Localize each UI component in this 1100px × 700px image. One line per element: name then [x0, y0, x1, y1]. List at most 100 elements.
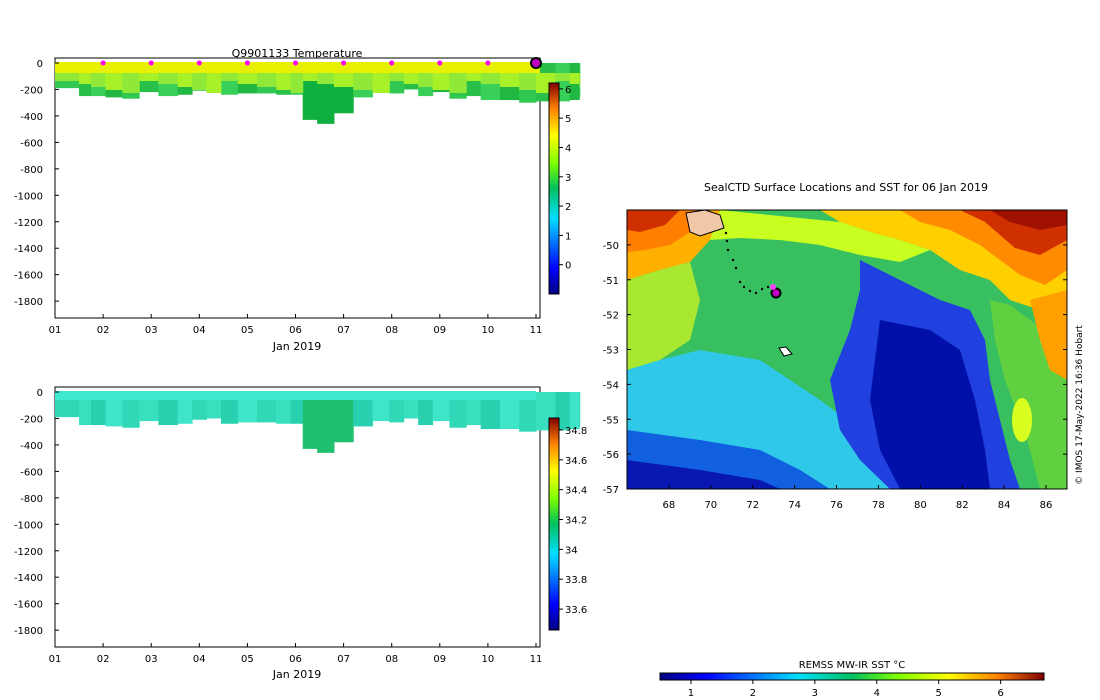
temperature-colorbar-tick-label: 6	[565, 85, 571, 96]
salinity-profile-column	[91, 392, 107, 426]
temperature-y-tick-label: 0	[37, 59, 43, 70]
sst-colorbar-tick-label: 1	[688, 688, 694, 699]
temperature-profile-upper-layer	[372, 73, 390, 93]
temperature-x-tick-label: 04	[193, 325, 206, 336]
surface-location-marker	[196, 60, 202, 66]
salinity-y-tick-label: 0	[37, 388, 43, 399]
salinity-x-tick-label: 09	[433, 654, 446, 665]
salinity-colorbar-tick-label: 34.8	[565, 426, 587, 437]
salinity-profile-column	[122, 392, 140, 428]
salinity-profile-column	[519, 392, 537, 432]
salinity-profile-column	[499, 392, 520, 430]
sst-map-x-tick-label: 68	[663, 500, 676, 511]
temperature-profile-upper-layer	[480, 73, 501, 84]
temperature-y-tick-label: -1800	[14, 297, 43, 308]
temperature-profile-upper-layer	[192, 73, 208, 90]
salinity-profile-column	[302, 392, 318, 449]
salinity-colorbar-tick-label: 34.4	[565, 486, 587, 497]
salinity-y-tick-label: -1400	[14, 573, 43, 584]
salinity-colorbar: 34.8 34.6 34.4 34.2 34 33.8 33.6	[548, 417, 587, 631]
salinity-x-axis: 01 02 03 04 05 06 07 08 09 10 11	[49, 643, 542, 665]
salinity-profile-column	[158, 392, 179, 426]
temperature-y-tick-label: -1200	[14, 218, 43, 229]
salinity-plot-area	[54, 386, 541, 648]
salinity-profile-column	[333, 392, 354, 443]
sst-map-y-tick-label: -50	[603, 241, 619, 252]
temperature-y-tick-label: -1000	[14, 191, 43, 202]
sst-map-x-tick-label: 78	[872, 500, 885, 511]
temperature-profile-upper-layer	[432, 73, 450, 90]
salinity-colorbar-tick-label: 34.2	[565, 516, 587, 527]
salinity-x-tick-label: 08	[385, 654, 398, 665]
sst-map-x-axis: 68 70 72 74 76 78 80 82 84 86	[663, 485, 1053, 511]
salinity-y-tick-label: -1600	[14, 600, 43, 611]
salinity-surface-band	[55, 391, 536, 400]
salinity-x-tick-label: 02	[97, 654, 110, 665]
temperature-colorbar-tick-label: 2	[565, 202, 571, 213]
sst-field	[627, 210, 1067, 489]
temperature-plot-area	[54, 57, 541, 319]
surface-location-marker	[389, 60, 395, 66]
sst-colorbar-tick-label: 6	[997, 688, 1003, 699]
salinity-colorbar-tick-label: 33.6	[565, 605, 587, 616]
salinity-profile-column	[579, 392, 581, 427]
temperature-x-tick-label: 01	[49, 325, 62, 336]
surface-location-marker	[293, 60, 298, 66]
sst-map-y-tick-label: -51	[603, 276, 619, 287]
temperature-profile-upper-layer	[177, 73, 193, 87]
salinity-x-tick-label: 10	[482, 654, 495, 665]
latest-profile-marker	[530, 57, 542, 69]
temperature-x-axis: 01 02 03 04 05 06 07 08 09 10 11	[49, 314, 542, 336]
temperature-profile-upper-layer	[449, 73, 467, 93]
surface-location-marker	[437, 60, 443, 66]
temperature-colorbar-tick-label: 4	[565, 143, 571, 154]
temperature-colorbar-tick-label: 5	[565, 114, 571, 125]
temperature-colorbar-ticks: 6 5 4 3 2 1 0	[559, 85, 571, 272]
salinity-y-tick-label: -400	[20, 441, 43, 452]
temperature-profile-upper-layer	[55, 73, 80, 81]
temperature-profile-upper-layer	[519, 73, 537, 90]
temperature-y-tick-label: -1400	[14, 244, 43, 255]
temperature-profile-upper-layer	[499, 73, 520, 87]
sst-colorbar-tick-label: 3	[812, 688, 818, 699]
surface-location-marker	[148, 60, 154, 66]
temperature-profile-upper-layer	[353, 73, 373, 90]
temperature-plot-title: Q9901133 Temperature	[232, 47, 363, 60]
salinity-y-tick-label: -1800	[14, 626, 43, 637]
sst-map-x-tick-label: 82	[956, 500, 969, 511]
salinity-x-tick-label: 04	[193, 654, 206, 665]
salinity-profile-column	[449, 392, 467, 428]
sst-map-y-tick-label: -57	[603, 485, 619, 496]
salinity-profile-column	[353, 392, 373, 427]
salinity-y-tick-label: -800	[20, 494, 43, 505]
temperature-profile-upper-layer	[158, 73, 179, 84]
sst-colorbar-tick-label: 5	[936, 688, 942, 699]
temperature-profile-upper-layer	[91, 73, 107, 87]
surface-location-marker	[341, 60, 347, 66]
temperature-y-tick-label: -200	[20, 85, 43, 96]
sst-colorbar-ramp	[659, 672, 1045, 681]
salinity-x-tick-label: 05	[241, 654, 254, 665]
temperature-colorbar-tick-label: 1	[565, 231, 571, 242]
sst-map-y-tick-label: -54	[603, 380, 619, 391]
salinity-x-label: Jan 2019	[272, 668, 321, 681]
sst-map-y-tick-label: -52	[603, 311, 619, 322]
temperature-section-plot: Q9901133 Temperature 0 -200 -400 -600 -800 -1…	[14, 47, 581, 353]
temperature-profile-upper-layer	[466, 73, 482, 81]
salinity-x-tick-label: 06	[289, 654, 302, 665]
salinity-colorbar-ticks: 34.8 34.6 34.4 34.2 34 33.8 33.6	[559, 426, 587, 616]
sst-map-y-tick-label: -55	[603, 415, 619, 426]
salinity-x-tick-label: 07	[337, 654, 350, 665]
temperature-profile-upper-layer	[389, 73, 405, 81]
salinity-profile-column	[79, 392, 92, 426]
sst-map-x-tick-label: 76	[830, 500, 843, 511]
salinity-colorbar-tick-label: 34	[565, 545, 578, 556]
temperature-profile-upper-layer	[403, 73, 419, 84]
sst-map-x-tick-label: 86	[1040, 500, 1053, 511]
surface-location-marker	[485, 60, 491, 66]
temperature-profile-upper-layer	[418, 73, 434, 87]
salinity-profile-column	[569, 392, 580, 430]
temperature-profile-upper-layer	[569, 73, 580, 84]
salinity-profile-column	[105, 392, 123, 427]
